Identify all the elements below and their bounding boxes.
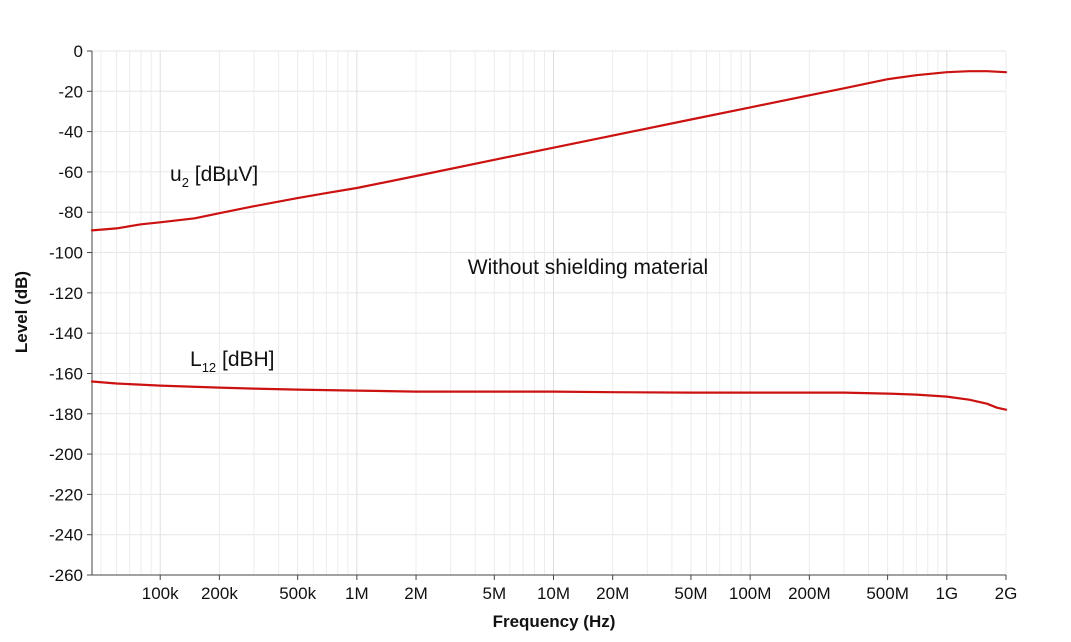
y-tick-label-11: -220 — [49, 485, 83, 504]
y-tick-label-9: -180 — [49, 405, 83, 424]
x-tick-label-9: 100M — [729, 584, 772, 603]
y-tick-label-12: -240 — [49, 526, 83, 545]
y-axis-ticks: 0 -20 -40 -60 -80 -100 -120 -140 -160 -180 -200 -22… — [49, 42, 92, 585]
y-tick-label-1: -20 — [58, 82, 83, 101]
series-layer — [90, 70, 1008, 411]
x-tick-label-1: 200k — [201, 584, 238, 603]
x-tick-label-2: 500k — [279, 584, 316, 603]
series-label-l12-main: L — [190, 348, 202, 371]
y-tick-label-3: -60 — [58, 163, 83, 182]
y-tick-label-4: -80 — [58, 203, 83, 222]
series-label-l12: L12 [dBH] — [190, 348, 275, 375]
x-tick-label-6: 10M — [537, 584, 570, 603]
chart-annotation: Without shielding material — [468, 256, 708, 279]
axes — [91, 51, 1006, 576]
series-label-u2-main: u — [170, 163, 182, 186]
x-tick-label-12: 1G — [935, 584, 958, 603]
series-label-u2-sub: 2 — [182, 175, 189, 190]
x-tick-label-13: 2G — [995, 584, 1018, 603]
x-tick-label-4: 2M — [404, 584, 428, 603]
x-tick-label-10: 200M — [788, 584, 831, 603]
y-tick-label-6: -120 — [49, 284, 83, 303]
x-tick-label-7: 20M — [596, 584, 629, 603]
series-label-l12-unit: [dBH] — [216, 348, 274, 371]
series-label-l12-sub: 12 — [202, 360, 216, 375]
series-label-u2: u2 [dBµV] — [170, 163, 258, 190]
labels-layer: Frequency (Hz) Level (dB) Without shield… — [12, 163, 708, 631]
x-axis-title: Frequency (Hz) — [493, 612, 616, 631]
grid — [92, 50, 1007, 576]
y-tick-label-8: -160 — [49, 364, 83, 383]
y-tick-label-10: -200 — [49, 445, 83, 464]
y-tick-label-0: 0 — [74, 42, 83, 61]
x-tick-label-11: 500M — [866, 584, 909, 603]
y-tick-label-13: -260 — [49, 566, 83, 585]
y-tick-label-5: -100 — [49, 244, 83, 263]
series-line-1 — [90, 380, 1008, 411]
series-line-0 — [90, 70, 1008, 232]
y-tick-label-7: -140 — [49, 324, 83, 343]
x-tick-label-8: 50M — [674, 584, 707, 603]
series-label-u2-unit: [dBµV] — [189, 163, 258, 186]
x-tick-label-0: 100k — [142, 584, 179, 603]
y-tick-label-2: -40 — [58, 123, 83, 142]
x-tick-label-5: 5M — [482, 584, 506, 603]
x-tick-label-3: 1M — [345, 584, 369, 603]
y-axis-title: Level (dB) — [12, 271, 31, 353]
x-axis-ticks: 100k 200k 500k 1M 2M 5M 10M 20M 50M 100M 200M 500M 1… — [142, 575, 1018, 603]
